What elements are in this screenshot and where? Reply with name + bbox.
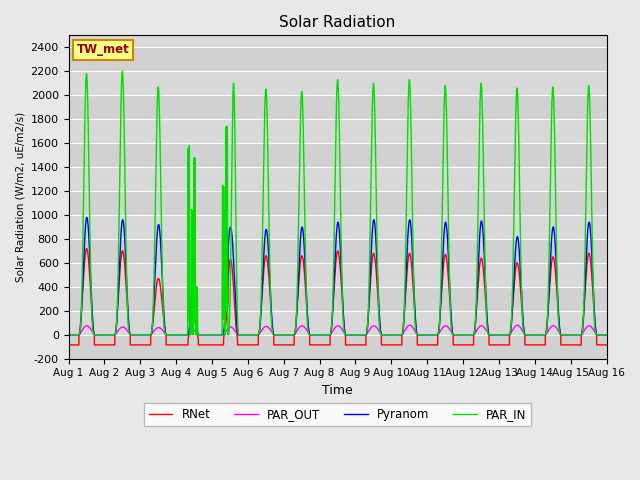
RNet [428, 342, 436, 348]
Bar [68, 239, 607, 263]
PAR_IN [602, 332, 610, 337]
PAR_IN [118, 68, 126, 74]
PAR_OUT [602, 332, 610, 337]
Line: RNet: RNet [68, 249, 607, 345]
PAR_OUT [65, 332, 72, 337]
Bar [68, 143, 607, 167]
PAR_IN [65, 332, 72, 337]
Pyranom [65, 332, 72, 337]
Pyranom [602, 332, 610, 337]
PAR_IN [489, 332, 497, 337]
PAR_OUT [489, 332, 497, 337]
Line: PAR_OUT: PAR_OUT [68, 325, 607, 335]
RNet [83, 246, 90, 252]
Bar [68, 95, 607, 119]
PAR_IN [458, 332, 466, 337]
PAR_OUT [317, 332, 325, 337]
PAR_OUT [603, 332, 611, 337]
PAR_OUT [428, 332, 436, 337]
Pyranom [458, 332, 466, 337]
PAR_OUT [406, 322, 413, 328]
X-axis label: Time: Time [322, 384, 353, 397]
Pyranom [161, 329, 169, 335]
Line: Pyranom: Pyranom [68, 217, 607, 335]
PAR_IN [161, 331, 169, 337]
RNet [317, 342, 325, 348]
Pyranom [428, 332, 436, 337]
Bar [68, 48, 607, 71]
Pyranom [489, 332, 497, 337]
PAR_IN [603, 332, 611, 337]
Bar [68, 191, 607, 215]
Legend: RNet, PAR_OUT, Pyranom, PAR_IN: RNet, PAR_OUT, Pyranom, PAR_IN [144, 403, 531, 426]
RNet [458, 342, 466, 348]
RNet [161, 330, 169, 336]
Bar [68, 335, 607, 359]
Y-axis label: Solar Radiation (W/m2, uE/m2/s): Solar Radiation (W/m2, uE/m2/s) [15, 112, 25, 282]
Pyranom [317, 332, 325, 337]
Line: PAR_IN: PAR_IN [68, 71, 607, 335]
Bar [68, 287, 607, 311]
RNet [603, 342, 611, 348]
RNet [65, 342, 72, 348]
RNet [489, 342, 497, 348]
PAR_OUT [458, 332, 466, 337]
PAR_IN [428, 332, 436, 337]
RNet [602, 342, 610, 348]
Pyranom [83, 215, 91, 220]
Text: TW_met: TW_met [77, 43, 129, 57]
PAR_OUT [161, 331, 169, 336]
PAR_IN [317, 332, 325, 337]
Pyranom [603, 332, 611, 337]
Title: Solar Radiation: Solar Radiation [280, 15, 396, 30]
